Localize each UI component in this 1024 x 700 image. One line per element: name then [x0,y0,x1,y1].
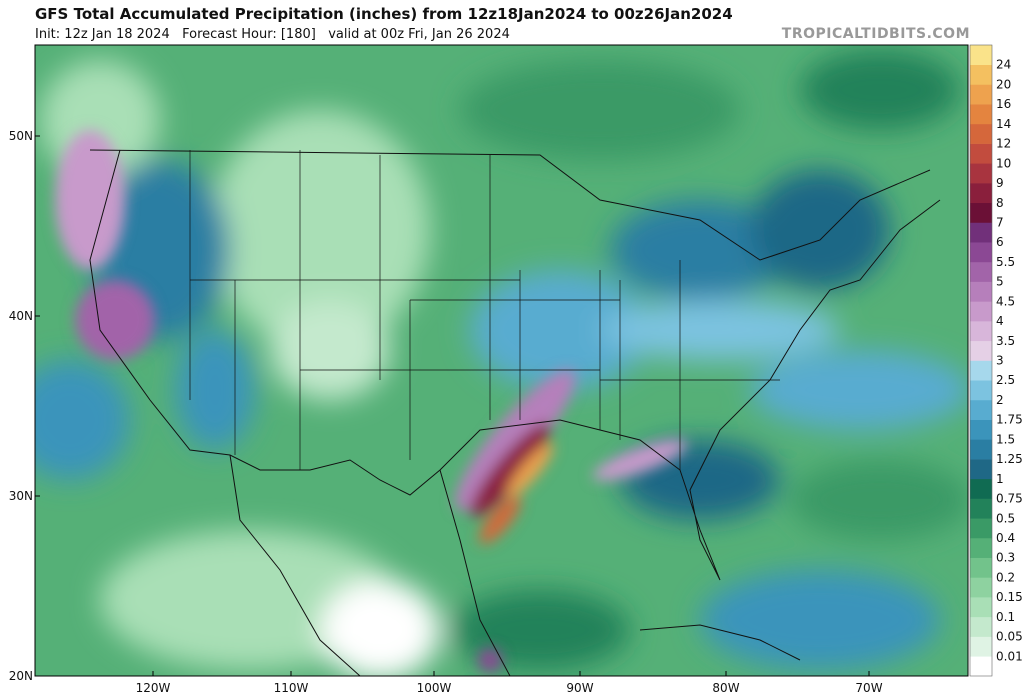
colorbar-swatch [970,183,992,204]
colorbar-swatch [970,439,992,460]
colorbar-label: 3.5 [996,334,1015,348]
cuba [639,624,801,661]
lon-label: 70W [855,681,882,695]
colorbar-label: 0.05 [996,630,1023,644]
colorbar-label: 4 [996,314,1004,328]
colorbar-swatch [970,498,992,519]
map-frame [34,44,969,677]
map-ticks: 50N 40N 30N 20N 120W 110W 100W 90W 80W 70W [9,129,883,695]
colorbar-label: 9 [996,176,1004,190]
colorbar-swatch [970,123,992,144]
colorbar-swatch [970,281,992,302]
colorbar-swatch [970,656,992,677]
colorbar-label: 6 [996,235,1004,249]
colorbar-label: 24 [996,58,1011,72]
colorbar-swatch [970,419,992,440]
colorbar-label: 20 [996,77,1011,91]
colorbar: 0.01 0.05 0.1 0.15 0.2 0.3 0.4 0.5 0.75 1 1.25 1.5 1… [969,44,1023,677]
colorbar-label: 12 [996,137,1011,151]
colorbar-label: 2 [996,393,1004,407]
colorbar-swatch [970,301,992,322]
colorbar-label: 1.75 [996,413,1023,427]
colorbar-label: 16 [996,97,1011,111]
colorbar-swatch [970,222,992,243]
colorbar-swatch [970,537,992,558]
lon-label: 100W [417,681,452,695]
title: GFS Total Accumulated Precipitation (inc… [35,5,733,23]
colorbar-label: 1 [996,472,1004,486]
colorbar-label: 1.25 [996,452,1023,466]
colorbar-label: 2.5 [996,373,1015,387]
colorbar-swatch [970,597,992,618]
colorbar-swatch [970,340,992,361]
colorbar-label: 1.5 [996,432,1015,446]
colorbar-label: 10 [996,156,1011,170]
colorbar-swatch [970,163,992,184]
colorbar-label: 4.5 [996,294,1015,308]
lon-label: 80W [712,681,739,695]
colorbar-label: 0.5 [996,511,1015,525]
colorbar-label: 0.15 [996,590,1023,604]
us-coastline [89,149,941,581]
colorbar-frame [969,44,993,677]
colorbar-label: 0.75 [996,492,1023,506]
colorbar-label: 7 [996,215,1004,229]
lon-label: 110W [274,681,309,695]
map [35,45,968,676]
state-borders [189,150,780,470]
mexico-coast [229,454,361,676]
colorbar-swatch [970,557,992,578]
colorbar-swatch [970,64,992,85]
colorbar-swatch [970,143,992,164]
colorbar-swatch [970,242,992,263]
lon-label: 90W [566,681,593,695]
colorbar-label: 0.01 [996,649,1023,663]
subtitle: Init: 12z Jan 18 2024 Forecast Hour: [18… [35,27,510,42]
colorbar-swatch [970,399,992,420]
lat-label: 50N [9,129,33,143]
colorbar-swatch [970,261,992,282]
colorbar-label: 0.1 [996,610,1015,624]
lat-label: 30N [9,489,33,503]
colorbar-swatch [970,45,992,66]
colorbar-swatch [970,616,992,637]
lon-label: 120W [136,681,171,695]
colorbar-swatch [970,104,992,125]
colorbar-label: 0.3 [996,551,1015,565]
colorbar-label: 5.5 [996,255,1015,269]
lat-label: 20N [9,669,33,683]
colorbar-swatch [970,577,992,598]
colorbar-label: 3 [996,354,1004,368]
colorbar-swatch [970,84,992,105]
colorbar-swatch [970,478,992,499]
colorbar-label: 5 [996,275,1004,289]
borders [89,149,941,676]
us-canada-border [89,149,931,261]
colorbar-swatch [970,380,992,401]
colorbar-swatch [970,518,992,539]
colorbar-swatch [970,202,992,223]
colorbar-swatch [970,321,992,342]
colorbar-swatch [970,360,992,381]
colorbar-label: 0.2 [996,570,1015,584]
colorbar-label: 0.4 [996,531,1015,545]
site-credit: TROPICALTIDBITS.COM [782,26,970,42]
heavy-precip [55,130,688,672]
colorbar-label: 8 [996,196,1004,210]
colorbar-label: 14 [996,117,1011,131]
lat-label: 40N [9,309,33,323]
colorbar-swatch [970,636,992,657]
colorbar-swatch [970,459,992,480]
gulf-coast [439,469,511,676]
